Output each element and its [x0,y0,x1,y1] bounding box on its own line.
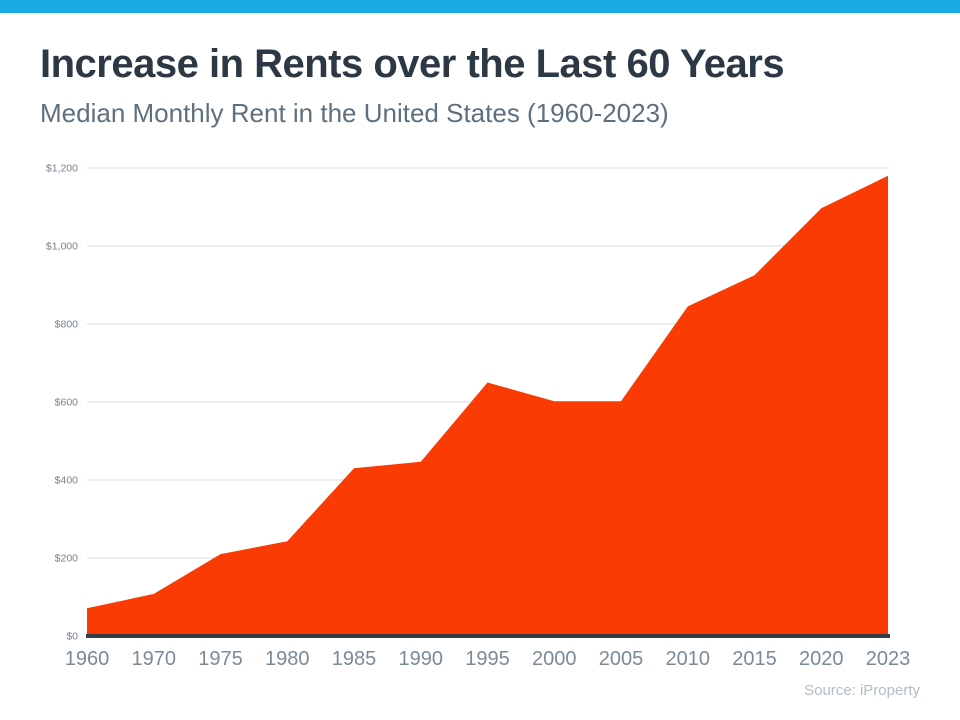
rent-area-chart: $0 $200 $400 $600 $800 $1,000 $1,200 1960 1970 19… [0,150,960,695]
y-tick-label: $200 [55,553,79,565]
y-tick-label: $1,000 [46,241,78,253]
x-tick-label: 1995 [465,648,510,670]
chart-canvas: $0 $200 $400 $600 $800 $1,000 $1,200 1960 1970 19… [46,163,911,671]
y-tick-label: $1,200 [46,163,78,175]
page-title: Increase in Rents over the Last 60 Years [40,42,785,86]
y-tick-label: $0 [66,631,78,643]
x-tick-label: 2010 [666,648,711,670]
x-tick-label: 2020 [799,648,844,670]
x-tick-label: 2000 [532,648,577,670]
x-tick-label: 1970 [132,648,177,670]
x-tick-label: 1975 [198,648,243,670]
x-tick-label: 2023 [866,648,911,670]
x-tick-label: 1985 [332,648,377,670]
x-tick-label: 1960 [65,648,110,670]
x-tick-label: 2005 [599,648,644,670]
chart-header: Increase in Rents over the Last 60 Years… [40,40,920,129]
x-tick-label: 1990 [399,648,444,670]
top-accent-bar [0,0,960,13]
rent-area [87,175,888,637]
zero-baseline [86,634,890,638]
x-tick-label: 1980 [265,648,310,670]
y-tick-label: $600 [55,397,79,409]
x-tick-label: 2015 [732,648,777,670]
y-tick-label: $800 [55,319,79,331]
source-attribution: Source: iProperty [804,682,920,699]
y-tick-label: $400 [55,475,79,487]
page-subtitle: Median Monthly Rent in the United States… [40,98,669,128]
